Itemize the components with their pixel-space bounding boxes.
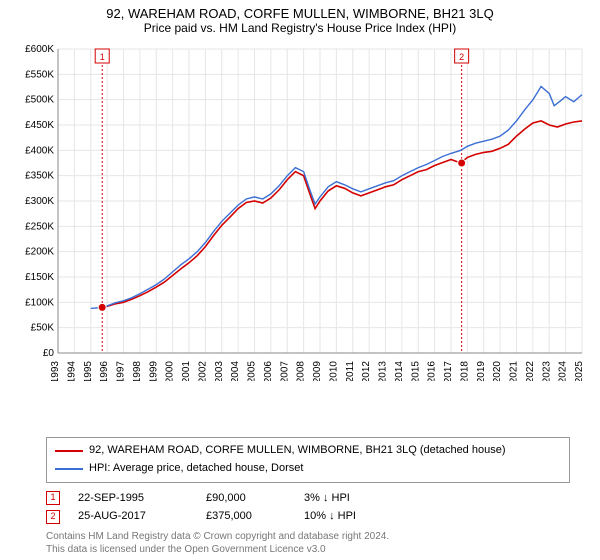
- svg-text:2015: 2015: [410, 361, 421, 381]
- svg-text:2010: 2010: [328, 361, 339, 381]
- svg-text:£400K: £400K: [25, 145, 54, 156]
- svg-text:2002: 2002: [197, 361, 208, 381]
- legend-swatch: [55, 468, 83, 470]
- marker-badge: 2: [46, 510, 60, 524]
- svg-text:2005: 2005: [247, 361, 258, 381]
- footer-line-1: Contains HM Land Registry data © Crown c…: [46, 530, 570, 543]
- footer-attribution: Contains HM Land Registry data © Crown c…: [46, 530, 570, 556]
- legend-item: 92, WAREHAM ROAD, CORFE MULLEN, WIMBORNE…: [55, 442, 561, 460]
- chart-title: 92, WAREHAM ROAD, CORFE MULLEN, WIMBORNE…: [10, 6, 590, 21]
- svg-text:2011: 2011: [345, 361, 356, 381]
- svg-text:2006: 2006: [263, 361, 274, 381]
- svg-text:2001: 2001: [181, 361, 192, 381]
- svg-text:2008: 2008: [296, 361, 307, 381]
- footer-line-2: This data is licensed under the Open Gov…: [46, 543, 570, 556]
- marker-badge: 1: [46, 491, 60, 505]
- svg-text:1997: 1997: [116, 361, 127, 381]
- svg-text:1993: 1993: [50, 361, 61, 381]
- legend-label: HPI: Average price, detached house, Dors…: [89, 460, 303, 478]
- svg-text:2022: 2022: [525, 361, 536, 381]
- svg-text:2018: 2018: [459, 361, 470, 381]
- info-row: 1 22-SEP-1995 £90,000 3% ↓ HPI: [46, 489, 570, 508]
- legend: 92, WAREHAM ROAD, CORFE MULLEN, WIMBORNE…: [46, 437, 570, 482]
- svg-text:2024: 2024: [558, 361, 569, 381]
- svg-text:2025: 2025: [574, 361, 585, 381]
- chart-subtitle: Price paid vs. HM Land Registry's House …: [10, 21, 590, 35]
- svg-text:2023: 2023: [541, 361, 552, 381]
- svg-text:2004: 2004: [230, 361, 241, 381]
- svg-text:2014: 2014: [394, 361, 405, 381]
- svg-text:2019: 2019: [476, 361, 487, 381]
- svg-text:£450K: £450K: [25, 120, 54, 131]
- svg-text:£550K: £550K: [25, 69, 54, 80]
- marker-info: 1 22-SEP-1995 £90,000 3% ↓ HPI 2 25-AUG-2017 £…: [46, 489, 570, 526]
- legend-item: HPI: Average price, detached house, Dors…: [55, 460, 561, 478]
- svg-text:2003: 2003: [214, 361, 225, 381]
- svg-text:£50K: £50K: [31, 323, 55, 334]
- legend-label: 92, WAREHAM ROAD, CORFE MULLEN, WIMBORNE…: [89, 442, 506, 460]
- svg-text:£150K: £150K: [25, 272, 54, 283]
- svg-text:1998: 1998: [132, 361, 143, 381]
- info-pct: 3% ↓ HPI: [304, 489, 414, 508]
- svg-text:1: 1: [100, 52, 105, 62]
- info-date: 22-SEP-1995: [78, 489, 188, 508]
- svg-text:2007: 2007: [279, 361, 290, 381]
- svg-text:2020: 2020: [492, 361, 503, 381]
- svg-text:2017: 2017: [443, 361, 454, 381]
- svg-text:1996: 1996: [99, 361, 110, 381]
- svg-text:2012: 2012: [361, 361, 372, 381]
- svg-text:£300K: £300K: [25, 196, 54, 207]
- info-row: 2 25-AUG-2017 £375,000 10% ↓ HPI: [46, 507, 570, 526]
- svg-text:2000: 2000: [165, 361, 176, 381]
- info-price: £375,000: [206, 507, 286, 526]
- info-pct: 10% ↓ HPI: [304, 507, 414, 526]
- series-property: [102, 121, 582, 308]
- info-date: 25-AUG-2017: [78, 507, 188, 526]
- svg-text:£200K: £200K: [25, 247, 54, 258]
- svg-text:2009: 2009: [312, 361, 323, 381]
- svg-text:£0: £0: [43, 348, 55, 359]
- svg-text:1995: 1995: [83, 361, 94, 381]
- svg-text:£600K: £600K: [25, 44, 54, 55]
- svg-text:2013: 2013: [378, 361, 389, 381]
- legend-swatch: [55, 450, 83, 452]
- svg-text:£100K: £100K: [25, 297, 54, 308]
- svg-text:£250K: £250K: [25, 221, 54, 232]
- svg-text:2: 2: [459, 52, 464, 62]
- svg-text:£500K: £500K: [25, 95, 54, 106]
- chart-area: £0 £50K £100K £150K £200K £250K £300K £350K £400…: [10, 41, 590, 431]
- svg-text:1994: 1994: [66, 361, 77, 381]
- info-price: £90,000: [206, 489, 286, 508]
- svg-text:£350K: £350K: [25, 171, 54, 182]
- line-chart: £0 £50K £100K £150K £200K £250K £300K £350K £400…: [10, 41, 590, 381]
- svg-text:1999: 1999: [148, 361, 159, 381]
- svg-text:2016: 2016: [427, 361, 438, 381]
- svg-text:2021: 2021: [509, 361, 520, 381]
